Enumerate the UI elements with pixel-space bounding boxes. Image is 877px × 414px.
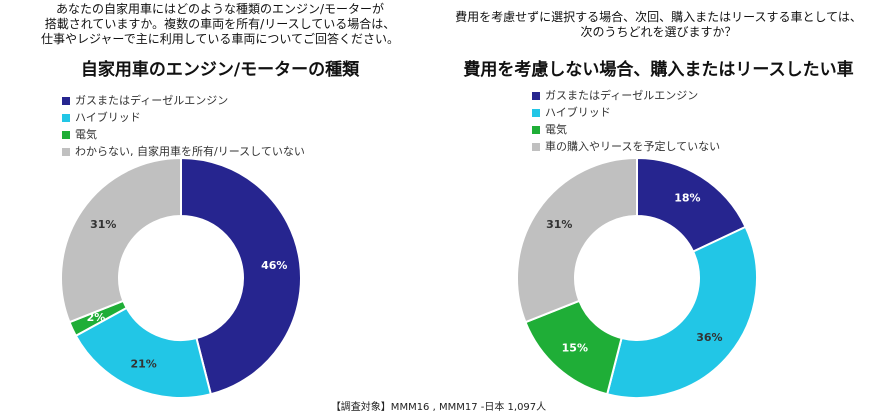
legend-swatch [62,113,70,122]
legend-left: ガスまたはディーゼルエンジン ハイブリッド 電気 わからない, 自家用車を所有/… [62,92,305,160]
legend-item: 車の購入やリースを予定していない [532,138,720,155]
legend-label: わからない, 自家用車を所有/リースしていない [75,145,305,158]
donut-right-label-3: 31% [546,218,572,231]
survey-question-right: 費用を考慮せずに選択する場合、次回、購入またはリースする車としては、 次のうちど… [455,10,862,39]
legend-label: 電気 [75,128,97,141]
chart-title-right: 費用を考慮しない場合、購入またはリースしたい車 [463,60,854,80]
legend-label: ガスまたはディーゼルエンジン [75,94,229,107]
legend-item: 電気 [62,126,305,143]
legend-item: ガスまたはディーゼルエンジン [532,87,720,104]
donut-right-label-0: 18% [674,192,700,205]
legend-label: 電気 [545,123,567,136]
legend-label: ハイブリッド [75,111,141,124]
legend-item: ハイブリッド [62,109,305,126]
donut-left-slice-0 [180,156,302,396]
donut-left-slice-1 [74,306,213,399]
legend-swatch [62,130,70,139]
donut-left-label-1: 21% [130,357,156,370]
donut-right-label-2: 15% [562,342,588,355]
donut-left-label-3: 31% [90,218,116,231]
legend-item: ハイブリッド [532,104,720,121]
donut-right-slice-3 [516,156,638,324]
survey-question-left: あなたの自家用車にはどのような種類のエンジン/モーターが 搭載されていますか。複… [41,2,399,46]
donut-left-label-0: 46% [261,259,287,272]
chart-title-left: 自家用車のエンジン/モーターの種類 [80,60,360,80]
legend-right: ガスまたはディーゼルエンジン ハイブリッド 電気 車の購入やリースを予定していな… [532,87,720,155]
legend-swatch [532,142,540,151]
legend-swatch [532,108,540,117]
legend-item: ガスまたはディーゼルエンジン [62,92,305,109]
survey-footer: 【調査対象】MMM16 , MMM17 -日本 1,097人 [330,402,547,413]
legend-label: 車の購入やリースを予定していない [545,140,721,153]
legend-label: ハイブリッド [545,106,611,119]
legend-swatch [62,96,70,105]
legend-swatch [532,91,540,100]
donut-right-slice-1 [605,225,758,399]
legend-swatch [532,125,540,134]
legend-item: わからない, 自家用車を所有/リースしていない [62,143,305,160]
donut-left-slice-3 [60,156,182,324]
legend-label: ガスまたはディーゼルエンジン [545,89,699,102]
legend-swatch [62,147,70,156]
donut-right-label-1: 36% [696,331,722,344]
legend-item: 電気 [532,121,720,138]
